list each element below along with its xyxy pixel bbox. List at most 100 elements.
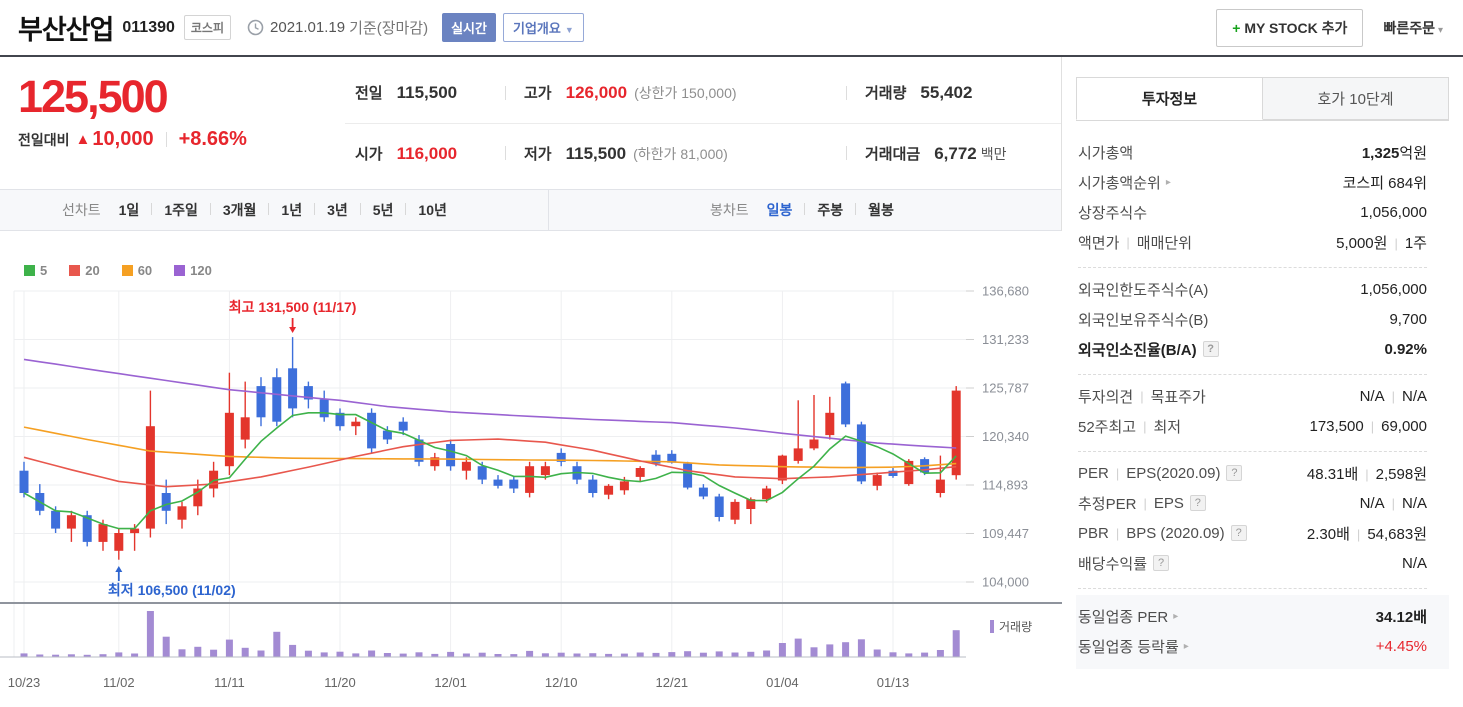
divider (1078, 588, 1427, 589)
side-tabs: 투자정보 호가 10단계 (1076, 77, 1449, 121)
change-value: 10,000 (92, 128, 154, 151)
info-value: 173,500 | 69,000 (1309, 417, 1427, 435)
side-tab[interactable]: 호가 10단계 (1263, 77, 1449, 120)
chart-range-tab[interactable]: 5년 (372, 202, 394, 218)
chart-range-tab[interactable]: 1일 (118, 202, 140, 218)
info-row: 외국인보유주식수(B) 9,700 (1078, 304, 1427, 334)
chevron-down-icon: ▾ (1437, 24, 1443, 36)
lower-limit: (하한가 81,000) (633, 145, 728, 162)
candlestick-chart: 10/23 11/02 11/11 11/20 12/01 12/10 12/21 01/04… (0, 284, 1062, 690)
svg-text:최고 131,500 (11/17): 최고 131,500 (11/17) (229, 299, 357, 315)
help-icon[interactable]: ? (1202, 341, 1219, 357)
prev-close-label: 전일 (355, 85, 383, 103)
chart-candle-tab[interactable]: 주봉 (817, 202, 844, 218)
base-date-suffix: 기준(장마감) (349, 20, 429, 37)
svg-text:120,340: 120,340 (982, 429, 1029, 444)
svg-text:11/11: 11/11 (214, 675, 245, 690)
prev-close-value: 115,500 (396, 83, 458, 103)
side-tab[interactable]: 투자정보 (1076, 77, 1263, 120)
add-mystock-button[interactable]: + MY STOCK 추가 (1216, 8, 1364, 47)
svg-text:114,893: 114,893 (982, 478, 1028, 493)
help-icon[interactable]: ? (1226, 465, 1243, 481)
ma-legend-item: 120 (174, 263, 212, 278)
svg-text:01/04: 01/04 (766, 675, 799, 690)
upper-limit: (상한가 150,000) (634, 85, 737, 102)
chart-range-tab[interactable]: 10년 (418, 202, 447, 218)
low-label: 저가 (524, 145, 552, 163)
candle-chart-label: 봉차트 (710, 202, 749, 218)
daily-summary: 전일 115,500 고가 126,000 (상한가 150,000) 거래량 55,4… (345, 57, 1061, 189)
svg-text:11/20: 11/20 (324, 675, 356, 690)
market-badge: 코스피 (183, 15, 232, 40)
chart-candle-tab[interactable]: 월봉 (868, 202, 894, 218)
svg-text:131,233: 131,233 (982, 332, 1029, 347)
clock-icon (247, 19, 264, 36)
info-row: 상장주식수 1,056,000 (1078, 197, 1427, 227)
info-label: PER | EPS(2020.09)? (1078, 465, 1243, 482)
side-panel: 투자정보 호가 10단계 시가총액 1,325억원 시가총액순위 ▸ 코스피 684위 상장… (1062, 57, 1463, 705)
info-row: 투자의견 | 목표주가 N/A | N/A (1078, 381, 1427, 411)
svg-text:12/01: 12/01 (434, 675, 467, 690)
realtime-button[interactable]: 실시간 (442, 13, 496, 42)
help-icon[interactable]: ? (1189, 495, 1206, 511)
info-row: 추정PER | EPS? N/A | N/A (1078, 488, 1427, 518)
chart-range-tab[interactable]: 3년 (327, 202, 348, 218)
chevron-right-icon: ▸ (1165, 176, 1171, 188)
high-value: 126,000 (565, 83, 628, 103)
info-value: 48.31배 | 2,598원 (1306, 465, 1427, 483)
chevron-right-icon: ▸ (1173, 610, 1179, 622)
info-label[interactable]: 시가총액순위 ▸ (1078, 174, 1171, 192)
chart-range-tab[interactable]: 1주일 (164, 202, 198, 218)
info-value: N/A (1401, 554, 1427, 572)
volume-label: 거래량 (865, 85, 907, 103)
info-row: 외국인한도주식수(A) 1,056,000 (1078, 274, 1427, 304)
info-value: 34.12배 (1375, 608, 1427, 626)
volume-value: 55,402 (920, 83, 973, 103)
svg-text:125,787: 125,787 (982, 381, 1029, 396)
info-label: 배당수익률? (1078, 553, 1170, 574)
price-section: 125,500 전일대비 ▲ 10,000 +8.66% 전일 115,500 고… (0, 57, 1061, 189)
divider (1078, 374, 1427, 375)
amount-value: 6,772 (934, 143, 977, 163)
info-label: 액면가 | 매매단위 (1078, 234, 1192, 252)
amount-unit: 백만 (980, 145, 1007, 162)
price-chart: 5 20 60 120 10/23 11/02 11/11 11/20 12/01 12/10 1… (0, 231, 1062, 706)
change-percent: +8.66% (178, 128, 247, 151)
info-label[interactable]: 동일업종 등락률 ▸ (1078, 638, 1189, 656)
chart-candle-tab[interactable]: 일봉 (766, 202, 793, 218)
info-value: 2.30배 | 54,683원 (1306, 525, 1427, 543)
info-label[interactable]: 동일업종 PER ▸ (1078, 608, 1179, 626)
info-value: N/A | N/A (1359, 387, 1427, 405)
info-row: PER | EPS(2020.09)? 48.31배 | 2,598원 (1078, 458, 1427, 488)
info-row: 동일업종 등락률 ▸ +4.45% (1078, 631, 1427, 661)
svg-text:10/23: 10/23 (8, 675, 41, 690)
svg-text:최저 106,500 (11/02): 최저 106,500 (11/02) (108, 582, 236, 598)
info-value: 1,325억원 (1361, 144, 1427, 162)
info-label: 상장주식수 (1078, 204, 1148, 222)
svg-text:104,000: 104,000 (982, 575, 1029, 590)
svg-text:12/10: 12/10 (545, 675, 578, 690)
stock-name: 부산산업 (18, 15, 114, 45)
ma-legend: 5 20 60 120 (24, 263, 234, 278)
ma-legend-item: 20 (69, 263, 100, 278)
help-icon[interactable]: ? (1230, 525, 1247, 541)
chevron-right-icon: ▸ (1183, 640, 1189, 652)
info-row: 시가총액순위 ▸ 코스피 684위 (1078, 167, 1427, 197)
side-rows: 시가총액 1,325억원 시가총액순위 ▸ 코스피 684위 상장주식수 1,056,000… (1076, 121, 1449, 669)
info-row: 배당수익률? N/A (1078, 548, 1427, 578)
svg-text:거래량: 거래량 (999, 620, 1032, 634)
quick-order-link[interactable]: 빠른주문 ▾ (1383, 19, 1443, 36)
divider (1078, 267, 1427, 268)
company-overview-button[interactable]: 기업개요 ▼ (502, 13, 584, 42)
info-row: 동일업종 PER ▸ 34.12배 (1078, 601, 1427, 631)
help-icon[interactable]: ? (1153, 555, 1170, 571)
info-value: 5,000원 | 1주 (1336, 234, 1427, 252)
chart-range-tab[interactable]: 3개월 (222, 202, 257, 218)
divider (1078, 451, 1427, 452)
current-price: 125,500 (18, 71, 169, 122)
line-chart-tabs: 선차트 1일 1주일 3개월 1년 3년 5년 10년 (0, 200, 447, 220)
chart-range-tab[interactable]: 1년 (281, 202, 303, 218)
info-value: 1,056,000 (1360, 203, 1427, 221)
high-label: 고가 (524, 85, 552, 103)
page-header: 부산산업 011390 코스피 2021.01.19 기준(장마감) 실시간 기… (0, 0, 1463, 57)
